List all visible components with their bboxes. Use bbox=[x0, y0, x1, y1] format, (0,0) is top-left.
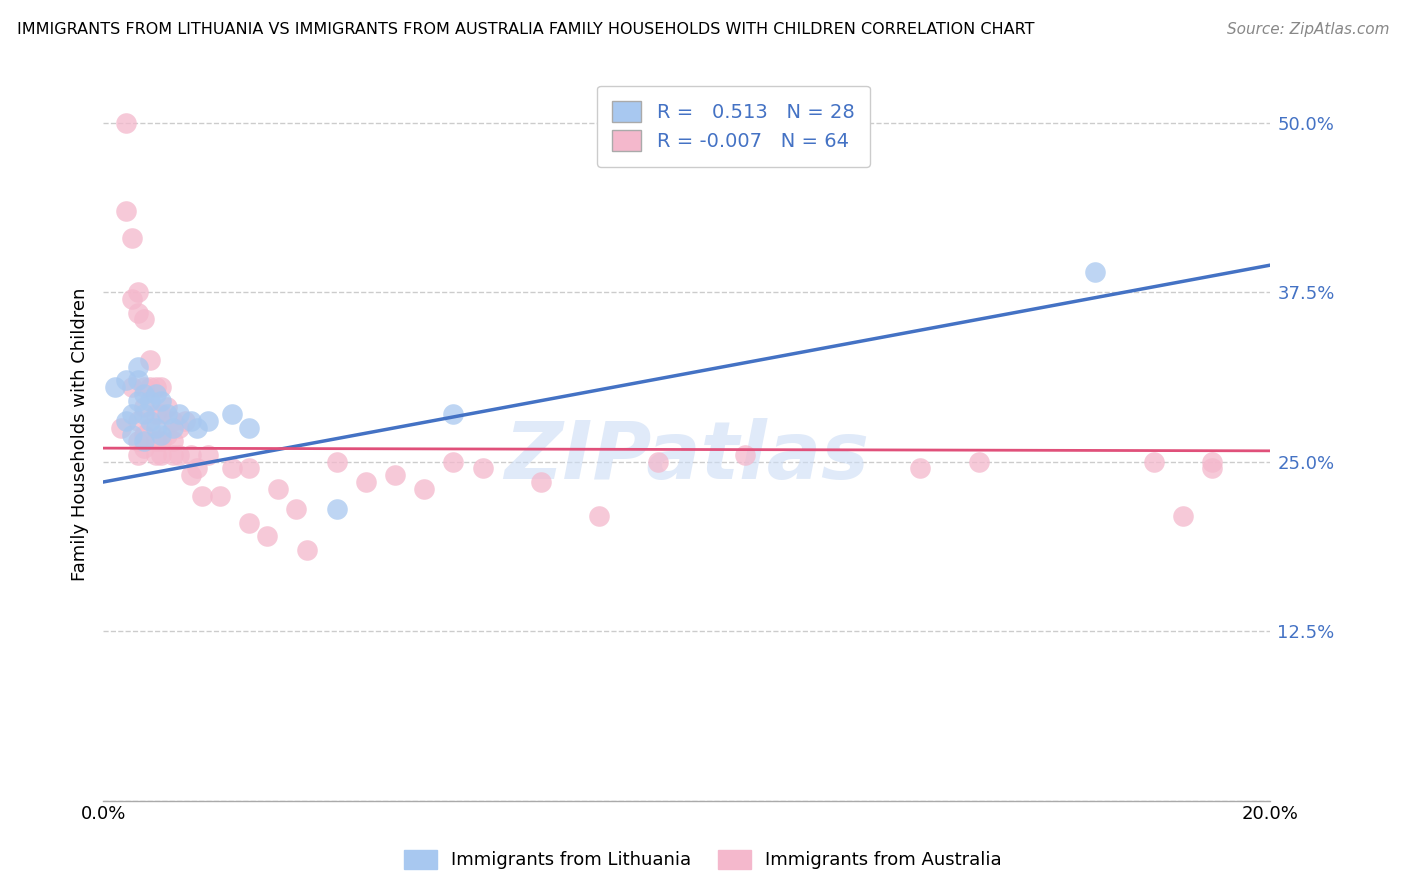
Point bbox=[150, 393, 173, 408]
Point bbox=[139, 421, 162, 435]
Point bbox=[238, 516, 260, 530]
Point bbox=[191, 489, 214, 503]
Point bbox=[127, 448, 149, 462]
Point bbox=[150, 427, 173, 442]
Point bbox=[162, 414, 184, 428]
Point bbox=[132, 427, 155, 442]
Point bbox=[121, 231, 143, 245]
Point bbox=[186, 421, 208, 435]
Point bbox=[145, 434, 167, 449]
Text: Source: ZipAtlas.com: Source: ZipAtlas.com bbox=[1226, 22, 1389, 37]
Point bbox=[132, 387, 155, 401]
Point bbox=[132, 407, 155, 421]
Point bbox=[139, 353, 162, 368]
Point bbox=[1201, 461, 1223, 475]
Point bbox=[132, 312, 155, 326]
Point bbox=[530, 475, 553, 489]
Point bbox=[156, 427, 179, 442]
Point bbox=[145, 407, 167, 421]
Point bbox=[967, 455, 990, 469]
Point bbox=[325, 502, 347, 516]
Point bbox=[127, 393, 149, 408]
Point bbox=[110, 421, 132, 435]
Point bbox=[267, 482, 290, 496]
Point bbox=[150, 448, 173, 462]
Point bbox=[734, 448, 756, 462]
Point bbox=[1171, 508, 1194, 523]
Legend: Immigrants from Lithuania, Immigrants from Australia: Immigrants from Lithuania, Immigrants fr… bbox=[395, 841, 1011, 879]
Point bbox=[115, 414, 138, 428]
Point bbox=[156, 401, 179, 415]
Point bbox=[173, 414, 195, 428]
Point bbox=[167, 407, 190, 421]
Point bbox=[139, 393, 162, 408]
Point bbox=[127, 305, 149, 319]
Point bbox=[121, 427, 143, 442]
Point bbox=[180, 448, 202, 462]
Point bbox=[297, 542, 319, 557]
Point bbox=[145, 448, 167, 462]
Point bbox=[180, 414, 202, 428]
Point bbox=[167, 421, 190, 435]
Point bbox=[121, 407, 143, 421]
Point bbox=[150, 434, 173, 449]
Point bbox=[325, 455, 347, 469]
Point bbox=[132, 434, 155, 449]
Point bbox=[127, 434, 149, 449]
Point bbox=[162, 421, 184, 435]
Point bbox=[284, 502, 307, 516]
Point bbox=[1143, 455, 1166, 469]
Text: ZIPatlas: ZIPatlas bbox=[505, 417, 869, 496]
Point bbox=[441, 407, 464, 421]
Point bbox=[115, 203, 138, 218]
Point bbox=[132, 380, 155, 394]
Point bbox=[150, 380, 173, 394]
Point bbox=[121, 380, 143, 394]
Point bbox=[132, 401, 155, 415]
Point bbox=[139, 414, 162, 428]
Point bbox=[221, 461, 243, 475]
Text: IMMIGRANTS FROM LITHUANIA VS IMMIGRANTS FROM AUSTRALIA FAMILY HOUSEHOLDS WITH CH: IMMIGRANTS FROM LITHUANIA VS IMMIGRANTS … bbox=[17, 22, 1035, 37]
Point bbox=[127, 359, 149, 374]
Point bbox=[256, 529, 278, 543]
Point bbox=[104, 380, 127, 394]
Point bbox=[186, 461, 208, 475]
Point bbox=[115, 373, 138, 387]
Point bbox=[115, 116, 138, 130]
Point bbox=[221, 407, 243, 421]
Point bbox=[132, 441, 155, 455]
Point bbox=[121, 292, 143, 306]
Point bbox=[139, 380, 162, 394]
Point bbox=[127, 285, 149, 300]
Point bbox=[588, 508, 610, 523]
Point bbox=[197, 414, 219, 428]
Point bbox=[167, 448, 190, 462]
Point bbox=[145, 387, 167, 401]
Point bbox=[156, 407, 179, 421]
Point bbox=[413, 482, 436, 496]
Point bbox=[180, 468, 202, 483]
Point bbox=[162, 434, 184, 449]
Legend: R =   0.513   N = 28, R = -0.007   N = 64: R = 0.513 N = 28, R = -0.007 N = 64 bbox=[596, 86, 870, 167]
Point bbox=[127, 373, 149, 387]
Point bbox=[441, 455, 464, 469]
Point bbox=[208, 489, 231, 503]
Point bbox=[1084, 265, 1107, 279]
Point bbox=[354, 475, 377, 489]
Point bbox=[145, 380, 167, 394]
Point bbox=[238, 461, 260, 475]
Point bbox=[150, 407, 173, 421]
Point bbox=[471, 461, 494, 475]
Point bbox=[127, 414, 149, 428]
Point bbox=[145, 421, 167, 435]
Point bbox=[162, 448, 184, 462]
Point bbox=[647, 455, 669, 469]
Point bbox=[384, 468, 406, 483]
Point bbox=[197, 448, 219, 462]
Point bbox=[1201, 455, 1223, 469]
Y-axis label: Family Households with Children: Family Households with Children bbox=[72, 288, 89, 582]
Point bbox=[910, 461, 932, 475]
Point bbox=[238, 421, 260, 435]
